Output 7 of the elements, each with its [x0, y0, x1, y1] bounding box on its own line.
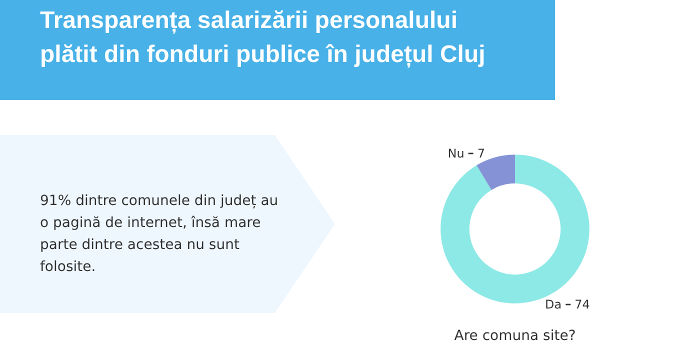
slice-label: Da [545, 298, 562, 312]
slice-label: Nu [448, 146, 464, 160]
data-label: 7 [477, 146, 485, 160]
chart-title: Transparența salarizării personalului plătit din fonduri publice în județul Cluj [40, 6, 486, 70]
text: 91% dintre comunele din județ au o pagină de internet, însă mare parte dintre acestea nu sunt folosite. [40, 192, 280, 277]
text: Are comuna site? [454, 328, 576, 344]
data-label: 74 [574, 298, 590, 312]
